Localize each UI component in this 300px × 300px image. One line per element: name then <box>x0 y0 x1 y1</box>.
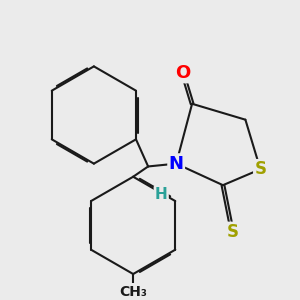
Text: S: S <box>226 223 238 241</box>
Text: H: H <box>155 187 168 202</box>
Text: CH₃: CH₃ <box>119 285 147 299</box>
Text: O: O <box>175 64 190 82</box>
Text: N: N <box>169 155 184 173</box>
Text: S: S <box>254 160 266 178</box>
